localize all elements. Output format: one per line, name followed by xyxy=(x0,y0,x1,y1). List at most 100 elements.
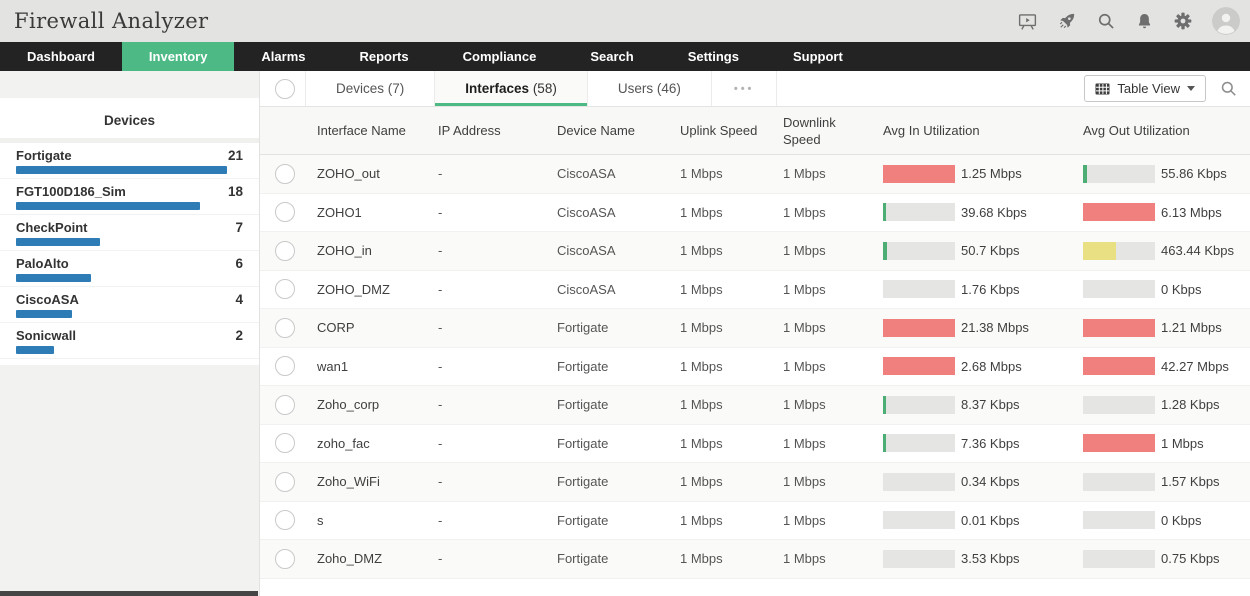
utilization-bar xyxy=(883,549,955,568)
main-nav: Dashboard Inventory Alarms Reports Complianc… xyxy=(0,42,1250,71)
device-row-fortigate[interactable]: Fortigate 21 xyxy=(0,143,259,179)
device-label: PaloAlto xyxy=(16,256,69,271)
table-row-zoho-in-2: ZOHO_in - CiscoASA 1 Mbps 1 Mbps 50.7 Kbps 463… xyxy=(260,232,1250,271)
device-count: 2 xyxy=(235,328,243,343)
utilization-fill xyxy=(883,357,955,376)
col-avg-in-utilization: Avg In Utilization xyxy=(883,123,980,138)
utilization-fill xyxy=(1083,164,1087,183)
utilization-value: 1.28 Kbps xyxy=(1161,397,1220,413)
table-row-zoho-fac-7: zoho_fac - Fortigate 1 Mbps 1 Mbps 7.36 Kbps 1… xyxy=(260,425,1250,463)
rocket-icon[interactable] xyxy=(1057,11,1077,31)
table-row-corp-4: CORP - Fortigate 1 Mbps 1 Mbps 21.38 Mbps 1.21… xyxy=(260,309,1250,348)
row-select-radio[interactable] xyxy=(275,356,295,377)
cell-uplink-speed: 1 Mbps xyxy=(680,243,723,259)
table-view-button[interactable]: Table View xyxy=(1084,75,1206,102)
cell-avg-in-utilization: 2.68 Mbps xyxy=(883,357,1083,376)
cell-interface-name: ZOHO_in xyxy=(317,243,372,259)
nav-item-dashboard[interactable]: Dashboard xyxy=(27,49,95,64)
cell-avg-in-utilization: 8.37 Kbps xyxy=(883,395,1083,414)
nav-item-compliance[interactable]: Compliance xyxy=(462,49,537,64)
table-body: ZOHO_out - CiscoASA 1 Mbps 1 Mbps 1.25 Mbps 55… xyxy=(260,155,1250,596)
gear-icon[interactable] xyxy=(1173,11,1193,31)
nav-item-search[interactable]: Search xyxy=(590,49,634,64)
utilization-value: 1 Mbps xyxy=(1161,435,1204,451)
nav-item-alarms[interactable]: Alarms xyxy=(261,49,306,64)
row-select-radio[interactable] xyxy=(275,202,295,223)
more-tabs-button[interactable]: ••• xyxy=(712,71,778,106)
cell-downlink-speed: 1 Mbps xyxy=(783,204,826,220)
col-device-name: Device Name xyxy=(557,123,636,138)
row-select-radio[interactable] xyxy=(275,510,295,531)
device-row-ciscoasa[interactable]: CiscoASA 4 xyxy=(0,287,259,323)
cell-downlink-speed: 1 Mbps xyxy=(783,281,826,297)
tab-bar: Devices (7) Interfaces (58) Users (46) •••… xyxy=(260,71,1250,107)
cell-avg-in-utilization: 39.68 Kbps xyxy=(883,203,1083,222)
nav-item-settings[interactable]: Settings xyxy=(687,49,739,64)
cell-device-name: CiscoASA xyxy=(557,166,616,182)
tab-devices[interactable]: Devices (7) xyxy=(305,71,436,106)
utilization-fill xyxy=(1083,357,1155,376)
row-select-radio[interactable] xyxy=(275,548,295,569)
cell-downlink-speed: 1 Mbps xyxy=(783,243,826,259)
utilization-value: 42.27 Mbps xyxy=(1161,358,1229,374)
device-row-sonicwall[interactable]: Sonicwall 2 xyxy=(0,323,259,359)
row-select-radio[interactable] xyxy=(275,433,295,454)
devices-panel-title: Devices xyxy=(0,98,259,143)
tab-label: Devices xyxy=(336,81,385,96)
col-uplink-speed: Uplink Speed xyxy=(680,123,758,138)
device-row-paloalto[interactable]: PaloAlto 6 xyxy=(0,251,259,287)
select-all-radio[interactable] xyxy=(275,78,295,99)
table-view-label: Table View xyxy=(1117,81,1180,96)
device-count: 6 xyxy=(235,256,243,271)
cell-downlink-speed: 1 Mbps xyxy=(783,435,826,451)
nav-item-inventory[interactable]: Inventory xyxy=(121,42,235,71)
utilization-value: 21.38 Mbps xyxy=(961,320,1029,336)
row-select-radio[interactable] xyxy=(275,317,295,338)
cell-device-name: Fortigate xyxy=(557,512,609,528)
toolbar-right: Table View xyxy=(1084,75,1250,102)
cell-device-name: Fortigate xyxy=(557,320,609,336)
device-row-checkpoint[interactable]: CheckPoint 7 xyxy=(0,215,259,251)
nav-item-support[interactable]: Support xyxy=(792,49,843,64)
utilization-fill xyxy=(1083,318,1155,337)
utilization-bar xyxy=(1083,395,1155,414)
utilization-bar xyxy=(883,203,955,222)
utilization-bar xyxy=(1083,280,1155,299)
device-list: Fortigate 21 FGT100D186_Sim 18 CheckPoint 7 Pa… xyxy=(0,143,259,359)
device-row-top: Sonicwall 2 xyxy=(16,328,243,343)
utilization-value: 463.44 Kbps xyxy=(1161,243,1235,259)
table-search-icon[interactable] xyxy=(1219,79,1238,98)
bell-icon[interactable] xyxy=(1135,12,1154,31)
utilization-value: 1.57 Kbps xyxy=(1161,474,1220,490)
active-tab-underline xyxy=(435,103,587,106)
row-select-radio[interactable] xyxy=(275,394,295,415)
cell-downlink-speed: 1 Mbps xyxy=(783,320,826,336)
chevron-down-icon xyxy=(1187,86,1195,91)
utilization-bar xyxy=(883,434,955,453)
row-select-radio[interactable] xyxy=(275,471,295,492)
tab-interfaces[interactable]: Interfaces (58) xyxy=(435,71,588,106)
nav-item-reports[interactable]: Reports xyxy=(359,49,409,64)
cell-uplink-speed: 1 Mbps xyxy=(680,474,723,490)
cell-uplink-speed: 1 Mbps xyxy=(680,166,723,182)
cell-avg-out-utilization: 463.44 Kbps xyxy=(1083,241,1250,260)
table-row-zoho-wifi-8: Zoho_WiFi - Fortigate 1 Mbps 1 Mbps 0.34 Kbps… xyxy=(260,463,1250,502)
cell-uplink-speed: 1 Mbps xyxy=(680,551,723,567)
row-select-radio[interactable] xyxy=(275,240,295,261)
row-select-radio[interactable] xyxy=(275,163,295,184)
utilization-value: 7.36 Kbps xyxy=(961,435,1020,451)
utilization-value: 1.25 Mbps xyxy=(961,166,1022,182)
row-select-radio[interactable] xyxy=(275,279,295,300)
cell-avg-out-utilization: 1 Mbps xyxy=(1083,434,1250,453)
tab-label: Interfaces xyxy=(465,81,530,96)
device-row-fgt100d186-sim[interactable]: FGT100D186_Sim 18 xyxy=(0,179,259,215)
search-icon[interactable] xyxy=(1096,11,1116,31)
cell-interface-name: wan1 xyxy=(317,358,349,374)
tab-users[interactable]: Users (46) xyxy=(588,71,712,106)
user-avatar[interactable] xyxy=(1212,7,1240,35)
cell-downlink-speed: 1 Mbps xyxy=(783,397,826,413)
cell-ip-address: - xyxy=(438,166,443,182)
presentation-icon[interactable] xyxy=(1017,11,1038,32)
cell-uplink-speed: 1 Mbps xyxy=(680,358,723,374)
utilization-bar xyxy=(1083,318,1155,337)
